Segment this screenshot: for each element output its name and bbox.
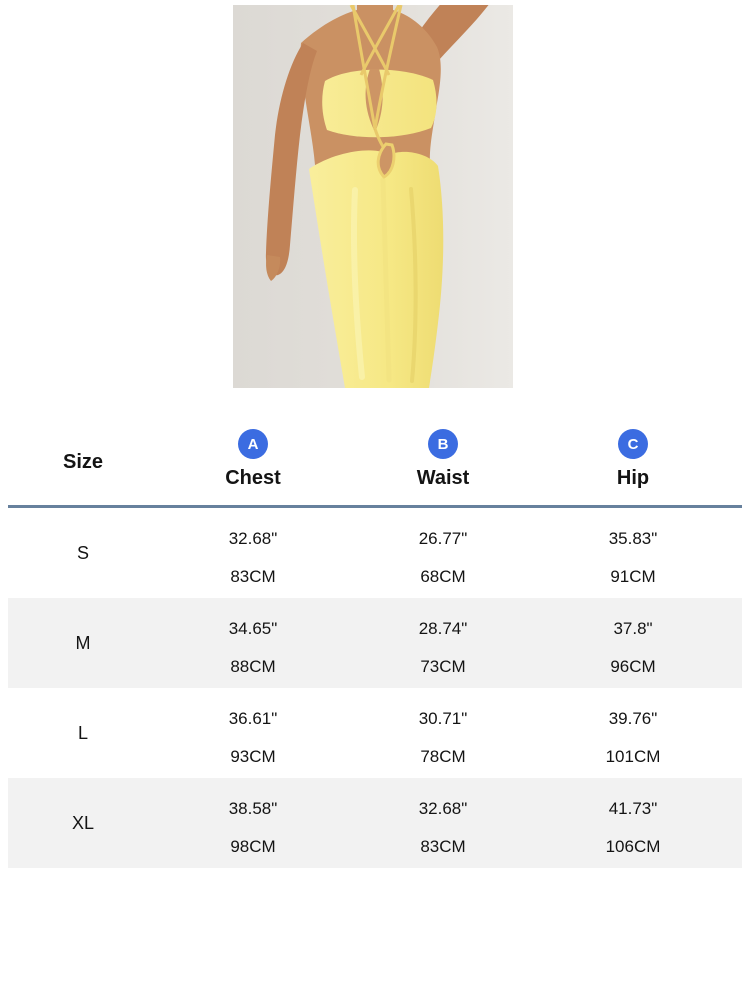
waist-measurement: 26.77" 68CM	[348, 508, 538, 598]
chest-inches: 38.58"	[228, 799, 278, 818]
waist-inches: 32.68"	[418, 799, 468, 818]
size-row-xl: XL 38.58" 98CM 32.68" 83CM 41.73" 106CM	[8, 778, 742, 868]
skirt-waist-keyhole	[376, 142, 396, 179]
size-row-l: L 36.61" 93CM 30.71" 78CM 39.76" 101CM	[8, 688, 742, 778]
hip-column-header: C Hip	[538, 420, 728, 505]
chest-measurement: 32.68" 83CM	[158, 508, 348, 598]
hip-inches: 39.76"	[608, 709, 658, 728]
size-column-header: Size	[8, 420, 158, 505]
hip-inches: 41.73"	[608, 799, 658, 818]
waist-measurement: 30.71" 78CM	[348, 688, 538, 778]
waist-label: Waist	[416, 467, 470, 489]
dress-skirt	[309, 150, 444, 388]
chest-inches: 36.61"	[228, 709, 278, 728]
waist-inches: 26.77"	[418, 529, 468, 548]
hip-measurement: 39.76" 101CM	[538, 688, 728, 778]
waist-inches: 30.71"	[418, 709, 468, 728]
hip-cm: 101CM	[605, 747, 661, 766]
skirt-fold-shading	[350, 177, 418, 383]
size-chart-header: Size A Chest B Waist C Hip	[0, 420, 750, 505]
hip-cm: 106CM	[605, 837, 661, 856]
chest-cm: 83CM	[230, 567, 276, 586]
model-hanging-arm	[265, 43, 317, 276]
size-label: S	[76, 542, 89, 563]
chest-inches: 34.65"	[228, 619, 278, 638]
dress-photo-illustration	[233, 5, 513, 388]
measure-badge-c: C	[618, 429, 648, 459]
measure-badge-a: A	[238, 429, 268, 459]
chest-inches: 32.68"	[228, 529, 278, 548]
waist-measurement: 32.68" 83CM	[348, 778, 538, 868]
waist-cm: 73CM	[420, 657, 466, 676]
chest-cm: 93CM	[230, 747, 276, 766]
waist-measurement: 28.74" 73CM	[348, 598, 538, 688]
hip-inches: 37.8"	[613, 619, 653, 638]
waist-cm: 68CM	[420, 567, 466, 586]
waist-cm: 78CM	[420, 747, 466, 766]
model-hand	[266, 255, 281, 281]
size-label: M	[75, 632, 91, 653]
chest-measurement: 36.61" 93CM	[158, 688, 348, 778]
chest-measurement: 38.58" 98CM	[158, 778, 348, 868]
hip-measurement: 37.8" 96CM	[538, 598, 728, 688]
size-chart-body: S 32.68" 83CM 26.77" 68CM 35.83" 91CM M …	[0, 508, 750, 868]
hip-cm: 96CM	[610, 657, 656, 676]
header-divider	[8, 505, 742, 508]
hip-inches: 35.83"	[608, 529, 658, 548]
waist-inches: 28.74"	[418, 619, 468, 638]
size-row-s: S 32.68" 83CM 26.77" 68CM 35.83" 91CM	[8, 508, 742, 598]
size-row-m: M 34.65" 88CM 28.74" 73CM 37.8" 96CM	[8, 598, 742, 688]
chest-label: Chest	[225, 467, 281, 489]
hip-measurement: 35.83" 91CM	[538, 508, 728, 598]
hip-measurement: 41.73" 106CM	[538, 778, 728, 868]
size-chart: Size A Chest B Waist C Hip S 32.68" 83CM	[0, 420, 750, 868]
hip-cm: 91CM	[610, 567, 656, 586]
product-photo	[233, 5, 513, 388]
size-label: XL	[71, 812, 95, 833]
hip-label: Hip	[616, 467, 650, 489]
chest-cm: 88CM	[230, 657, 276, 676]
chest-measurement: 34.65" 88CM	[158, 598, 348, 688]
waist-cm: 83CM	[420, 837, 466, 856]
chest-cm: 98CM	[230, 837, 276, 856]
waist-column-header: B Waist	[348, 420, 538, 505]
size-header-label: Size	[62, 451, 104, 473]
size-label: L	[77, 722, 88, 743]
measure-badge-b: B	[428, 429, 458, 459]
chest-column-header: A Chest	[158, 420, 348, 505]
